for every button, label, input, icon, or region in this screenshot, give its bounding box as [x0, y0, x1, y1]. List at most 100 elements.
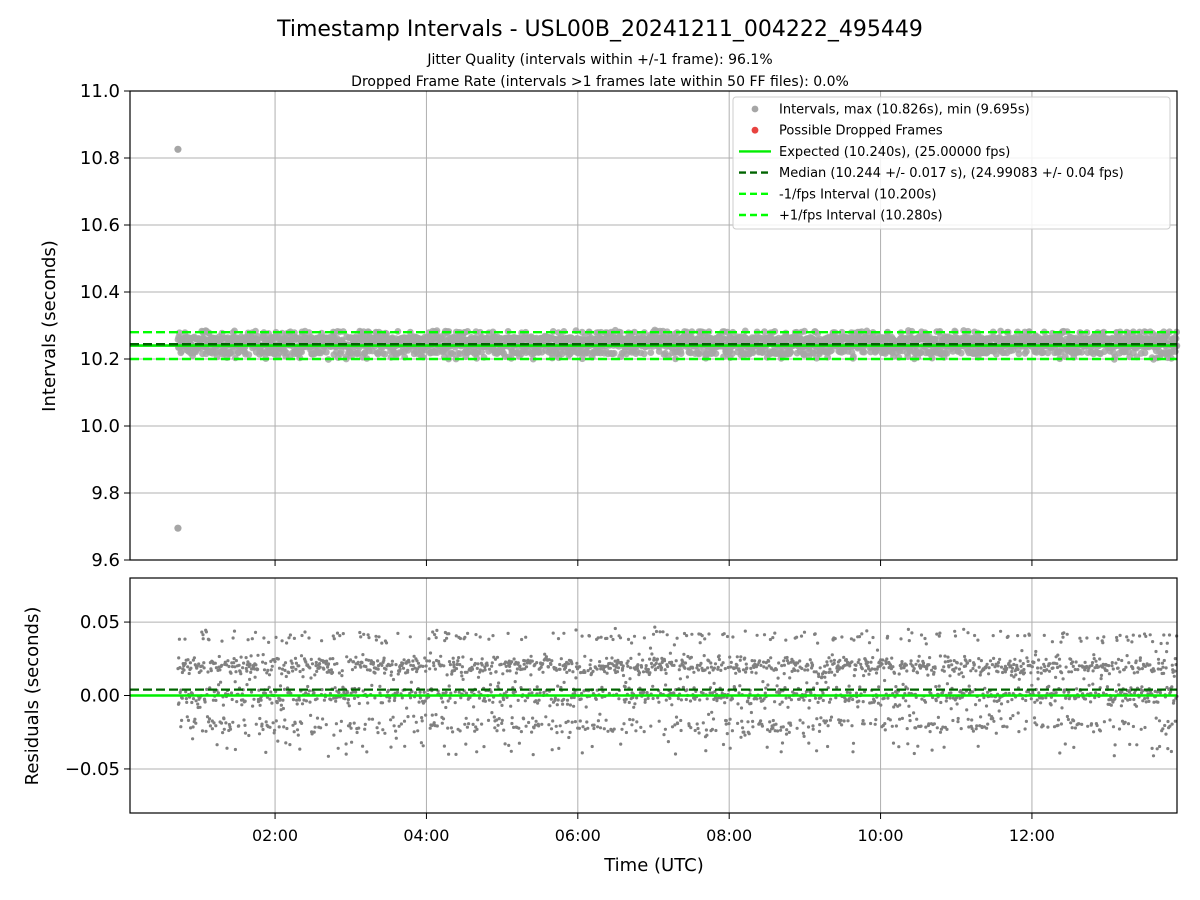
- residual-point: [391, 677, 396, 682]
- residual-point: [897, 745, 901, 749]
- residual-point: [352, 721, 356, 725]
- residual-point: [764, 686, 768, 690]
- residual-point: [824, 719, 829, 723]
- residual-point: [427, 637, 431, 641]
- residual-point: [781, 725, 785, 729]
- residual-point: [361, 653, 365, 657]
- residual-point: [943, 660, 947, 664]
- residual-point: [596, 636, 600, 640]
- residual-point: [391, 715, 395, 719]
- residual-point: [777, 661, 781, 665]
- residual-point: [441, 717, 446, 721]
- residual-point: [749, 701, 753, 706]
- residual-point: [1050, 640, 1054, 644]
- legend-label: Intervals, max (10.826s), min (9.695s): [779, 103, 1030, 118]
- interval-point: [860, 348, 868, 356]
- residual-point: [605, 671, 609, 675]
- residual-point: [186, 665, 190, 669]
- residual-point: [743, 629, 747, 633]
- residual-point: [486, 718, 491, 723]
- residual-point: [243, 723, 247, 728]
- residual-point: [861, 719, 865, 723]
- residual-point: [914, 662, 918, 666]
- residual-point: [500, 721, 504, 726]
- residual-point: [252, 697, 256, 701]
- residual-point: [679, 718, 683, 723]
- interval-point: [1141, 349, 1149, 357]
- residual-point: [331, 657, 335, 661]
- residual-point: [510, 660, 514, 664]
- residual-point: [952, 669, 956, 673]
- residual-point: [947, 665, 951, 669]
- residual-point: [664, 671, 668, 676]
- residual-point: [304, 699, 308, 703]
- residual-point: [256, 667, 260, 671]
- residual-point: [456, 659, 460, 663]
- residual-point: [644, 664, 648, 668]
- residual-point: [1029, 671, 1033, 675]
- top-y-tick-label: 10.4: [80, 282, 120, 303]
- residual-point: [914, 726, 918, 730]
- residual-point: [730, 697, 735, 701]
- residual-point: [573, 720, 578, 724]
- residual-point: [374, 638, 378, 642]
- residual-point: [848, 691, 852, 695]
- residual-point: [939, 700, 943, 705]
- residual-point: [338, 634, 342, 638]
- residual-point: [990, 663, 995, 667]
- residual-point: [267, 673, 272, 677]
- residual-point: [840, 723, 844, 727]
- residual-point: [685, 675, 690, 679]
- residual-point: [570, 720, 574, 724]
- residual-point: [458, 663, 462, 667]
- residual-point: [1012, 662, 1016, 667]
- residual-point: [233, 680, 237, 684]
- residual-point: [321, 717, 325, 721]
- residual-point: [444, 705, 448, 710]
- residual-point: [394, 663, 398, 667]
- residual-point: [401, 666, 406, 670]
- residual-point: [571, 670, 575, 674]
- residual-point: [489, 690, 493, 694]
- residual-point: [910, 631, 914, 635]
- residual-point: [180, 696, 184, 700]
- residual-point: [237, 663, 241, 667]
- residual-point: [599, 635, 603, 639]
- residual-point: [877, 685, 881, 689]
- residual-point: [965, 708, 969, 712]
- residual-point: [472, 705, 476, 709]
- residual-point: [267, 685, 271, 689]
- residual-point: [802, 630, 807, 634]
- residual-point: [664, 698, 668, 702]
- residual-point: [364, 665, 368, 669]
- residual-point: [240, 703, 244, 707]
- residual-point: [662, 733, 666, 737]
- residual-point: [882, 696, 886, 700]
- residual-point: [796, 669, 800, 673]
- residual-point: [936, 715, 941, 720]
- residual-point: [365, 750, 369, 754]
- residual-point: [819, 716, 823, 720]
- residual-point: [551, 719, 555, 723]
- residual-point: [1033, 653, 1038, 657]
- residual-point: [846, 719, 850, 723]
- residual-point: [788, 676, 792, 680]
- residual-point: [780, 700, 784, 704]
- residual-point: [520, 637, 524, 642]
- residual-point: [768, 720, 772, 724]
- residual-point: [557, 746, 561, 751]
- residual-point: [188, 661, 192, 665]
- residual-point: [204, 729, 208, 733]
- residual-point: [673, 752, 678, 756]
- residual-point: [762, 665, 766, 669]
- residual-point: [340, 674, 344, 678]
- residual-point: [957, 667, 962, 671]
- residual-point: [432, 661, 436, 665]
- residual-point: [1023, 727, 1027, 731]
- residual-point: [367, 636, 371, 640]
- legend-label: -1/fps Interval (10.200s): [779, 187, 936, 202]
- residual-point: [857, 635, 862, 639]
- residual-point: [219, 721, 224, 725]
- residual-point: [355, 730, 359, 735]
- residual-point: [345, 655, 349, 659]
